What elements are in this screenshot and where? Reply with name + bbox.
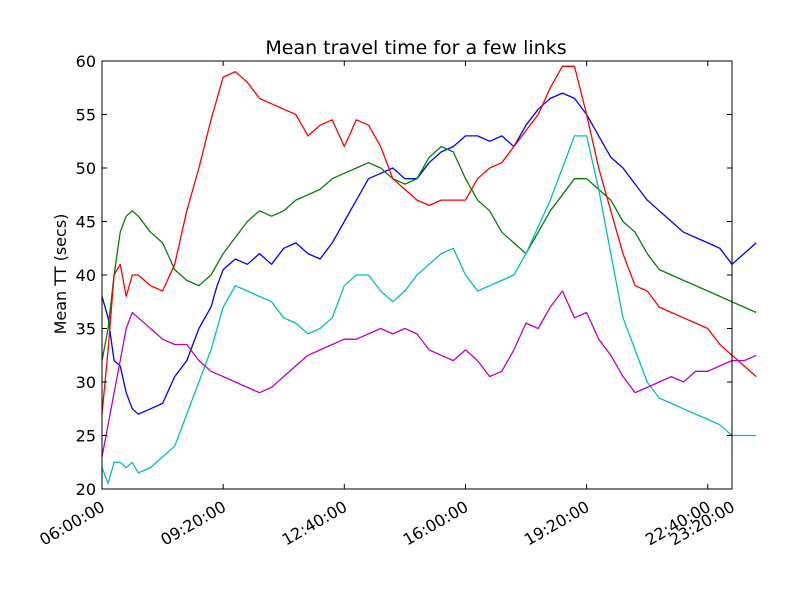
x-tick-label: 12:40:00	[279, 497, 351, 549]
x-tick-label: 16:00:00	[400, 497, 472, 549]
x-tick-label: 19:20:00	[521, 497, 593, 549]
series-layer	[101, 65, 757, 485]
x-tick-label: 09:20:00	[157, 497, 229, 549]
plot-area-frame	[101, 60, 733, 490]
y-axis-label: Mean TT (secs)	[51, 214, 70, 335]
y-tick-label: 40	[76, 266, 96, 285]
series-line-5	[101, 290, 757, 458]
y-tick-label: 20	[76, 480, 96, 499]
y-tick-label: 35	[76, 320, 96, 339]
series-line-4	[101, 135, 757, 485]
axis-layer: 20 25 30 35 40 45 50 55 60 06:00:00 09:20:00 12:40:…	[36, 52, 738, 549]
y-tick-label: 50	[76, 159, 96, 178]
y-tick-label: 30	[76, 373, 96, 392]
series-line-3	[101, 65, 757, 415]
chart-title: Mean travel time for a few links	[265, 37, 566, 59]
series-line-1	[101, 92, 757, 415]
y-tick-label: 25	[76, 427, 96, 446]
x-tick-label: 06:00:00	[36, 497, 108, 549]
series-line-2	[101, 145, 757, 361]
y-tick-label: 45	[76, 213, 96, 232]
y-tick-label: 60	[76, 52, 96, 71]
y-tick-label: 55	[76, 106, 96, 125]
